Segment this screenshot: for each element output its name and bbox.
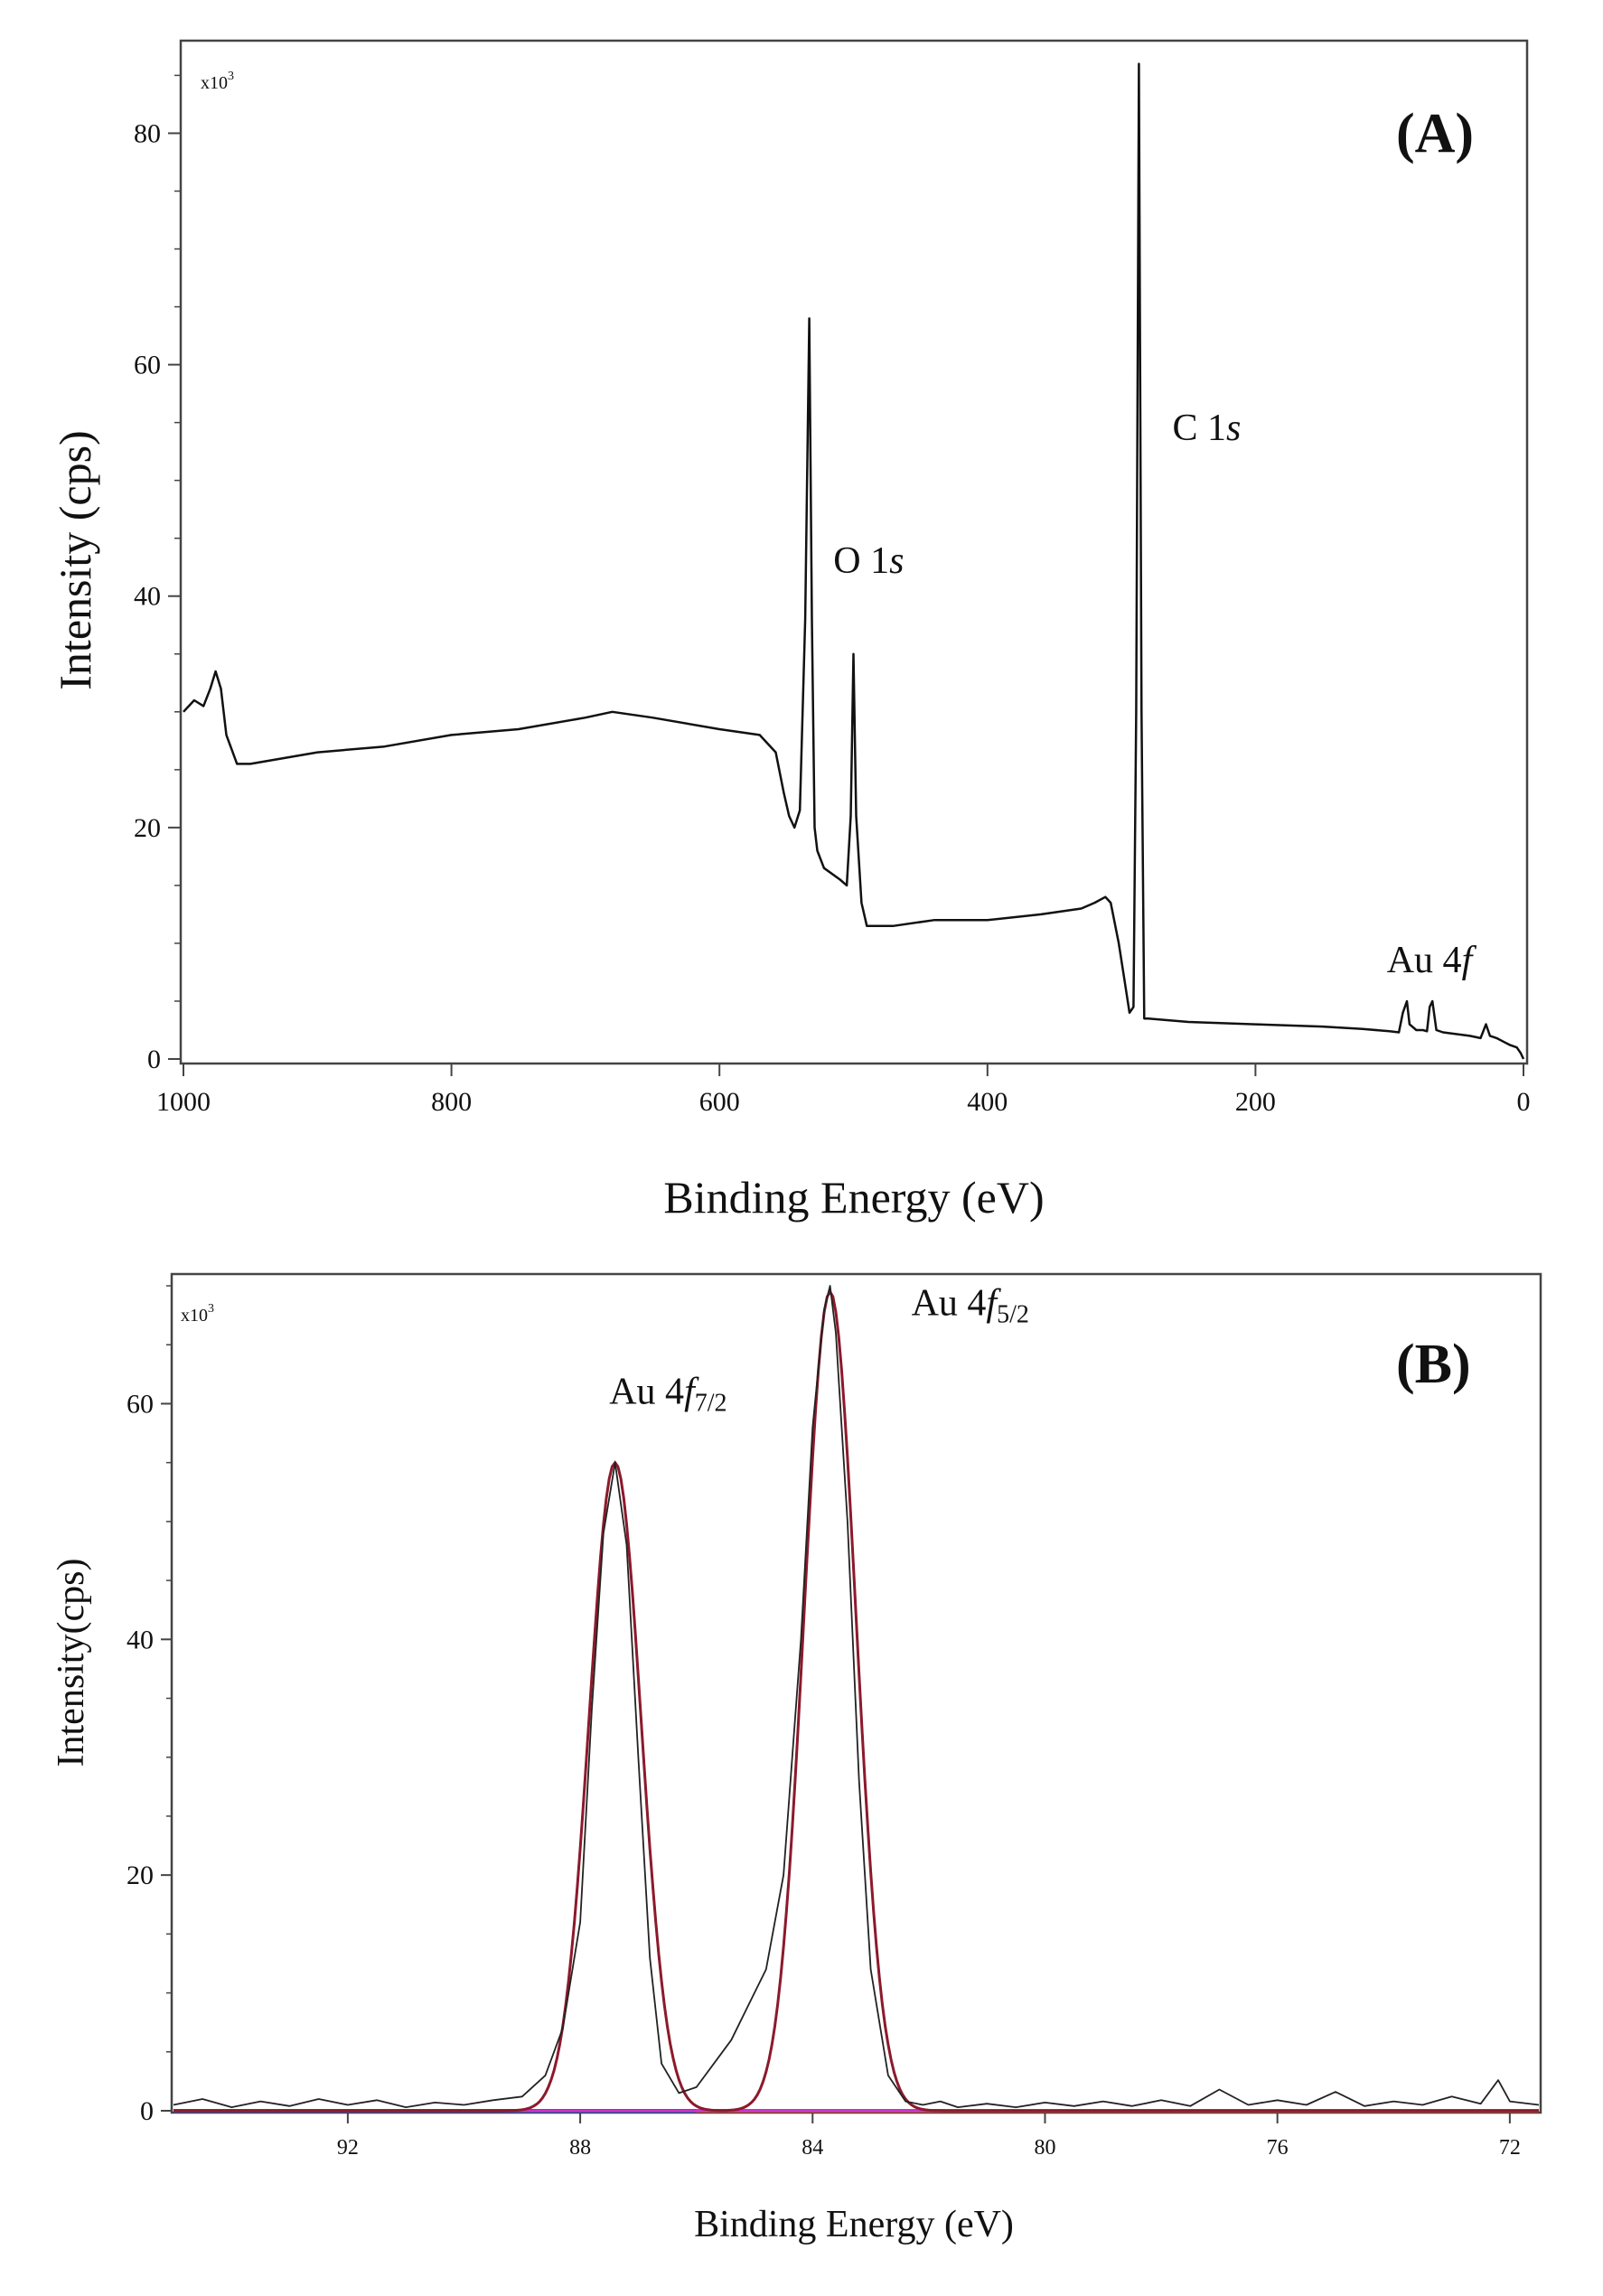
panel-a-y-tick-label: 40	[134, 582, 161, 612]
panel-b-x-axis-title: Binding Energy (eV)	[694, 2204, 1014, 2245]
panel-a-x-tick-label: 200	[1235, 1087, 1276, 1117]
panel-a-x-axis-title: Binding Energy (eV)	[663, 1172, 1044, 1223]
panel-a-x-tick-label: 800	[431, 1087, 472, 1117]
panel-a-x-tick-label: 0	[1517, 1087, 1531, 1117]
panel-a-y-tick-label: 60	[134, 351, 161, 380]
panel-a-peak-label-orbital: f	[1462, 940, 1477, 981]
panel-b-peak-label: Au 4f5/2	[912, 1283, 1029, 1329]
panel-b-y-tick-label: 60	[127, 1389, 154, 1419]
panel-a-peak-label-text: O 1	[833, 540, 889, 582]
panel-a-frame	[179, 39, 1529, 1065]
panel-a-peak-label-text: Au 4	[1387, 940, 1462, 981]
panel-a-x-tick-label: 400	[967, 1087, 1008, 1117]
panel-a: 0 20 40 60 80 1000 800 600 400 200 0 x103 (A) Inte…	[50, 39, 1531, 1223]
panel-b-frame	[170, 1272, 1542, 2114]
panel-a-x-tick-label: 1000	[156, 1087, 211, 1117]
panel-a-y-multiplier-exp: 3	[228, 70, 234, 83]
panel-b-y-multiplier-exp: 3	[208, 1302, 214, 1316]
panel-a-peak-label-text: C 1	[1172, 408, 1226, 449]
panel-a-series	[183, 62, 1525, 1060]
panel-a-y-tick-label: 80	[134, 118, 161, 148]
panel-a-peak-label-orbital: s	[1226, 408, 1241, 449]
panel-a-peak-label: Au 4f	[1387, 940, 1477, 981]
panel-a-peak-label: C 1s	[1172, 408, 1241, 449]
panel-b-ticks: 0 20 40 60 92 88 84 80 76 72	[127, 1285, 1521, 2160]
panel-a-y-tick-label: 20	[134, 813, 161, 843]
panel-b-peak-label-sub: 5/2	[997, 1301, 1029, 1329]
panel-b-peak-label: Au 4f7/2	[609, 1371, 727, 1417]
panel-b: 0 20 40 60 92 88 84 80 76 72 x103 (B) Intensity(c…	[51, 1272, 1542, 2245]
panel-a-y-multiplier: x103	[201, 70, 234, 93]
panel-b-label: (B)	[1396, 1334, 1471, 1395]
panel-b-y-tick-label: 40	[127, 1625, 154, 1654]
panel-b-y-tick-label: 0	[140, 2096, 154, 2126]
panel-a-y-tick-label: 0	[147, 1045, 161, 1074]
panel-b-x-tick-label: 80	[1034, 2136, 1055, 2160]
panel-b-series	[173, 1285, 1540, 2113]
panel-a-ticks: 0 20 40 60 80 1000 800 600 400 200 0	[134, 74, 1531, 1117]
panel-a-label: (A)	[1396, 103, 1474, 164]
panel-b-x-tick-label: 88	[569, 2136, 591, 2160]
panel-b-x-tick-label: 76	[1267, 2136, 1289, 2160]
panel-b-y-multiplier: x103	[181, 1302, 214, 1326]
panel-b-y-axis-title: Intensity(cps)	[51, 1559, 92, 1767]
panel-b-fit-envelope	[173, 1289, 1539, 2113]
panel-b-x-tick-label: 84	[802, 2136, 823, 2160]
panel-a-series-survey	[183, 62, 1525, 1060]
panel-b-fit-component-1	[173, 1460, 1539, 2113]
panel-a-peak-label: O 1s	[833, 540, 904, 582]
panel-b-y-tick-label: 20	[127, 1860, 154, 1890]
panel-a-y-axis-title: Intensity (cps)	[50, 430, 100, 689]
panel-b-peak-label-text: Au 4	[609, 1371, 684, 1412]
panel-b-x-tick-label: 92	[337, 2136, 359, 2160]
panel-b-peak-label-sub: 7/2	[695, 1389, 727, 1417]
panel-b-annotations: Au 4f7/2 Au 4f5/2	[609, 1283, 1029, 1418]
panel-a-x-tick-label: 600	[699, 1087, 740, 1117]
panel-b-x-tick-label: 72	[1499, 2136, 1521, 2160]
panel-b-peak-label-text: Au 4	[912, 1283, 987, 1325]
panel-b-series-raw	[173, 1285, 1540, 2108]
panel-a-peak-label-orbital: s	[889, 540, 904, 582]
